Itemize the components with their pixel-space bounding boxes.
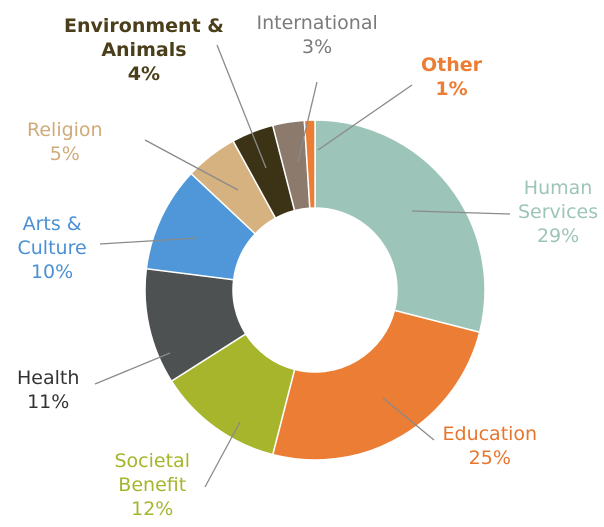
slice-label-religion: Religion 5% bbox=[27, 118, 103, 166]
slice-value-text: 29% bbox=[536, 225, 580, 247]
slice-label-text: Arts & bbox=[22, 213, 82, 235]
slice-value-text: 4% bbox=[127, 63, 161, 85]
slice-human-services bbox=[314, 119, 486, 334]
leader-line-education bbox=[382, 397, 435, 441]
slice-label-text: International bbox=[256, 12, 378, 34]
slice-label-arts-culture: Arts & Culture 10% bbox=[18, 212, 87, 284]
slice-value-text: 1% bbox=[435, 78, 468, 100]
leader-line-societal-benefit bbox=[204, 421, 241, 488]
slice-label-text: Other bbox=[421, 54, 483, 76]
slice-label-text: Human bbox=[523, 177, 593, 199]
slice-label-text: Culture bbox=[17, 237, 87, 259]
slice-label-health: Health 11% bbox=[17, 366, 79, 414]
leader-line-religion bbox=[144, 139, 239, 191]
slice-label-environment-animals: Environment & Animals 4% bbox=[64, 14, 224, 86]
leader-lines-layer bbox=[94, 44, 511, 488]
slice-label-international: International 3% bbox=[257, 11, 378, 59]
slices-layer bbox=[144, 119, 486, 461]
leader-line-other bbox=[317, 84, 413, 151]
slice-value-text: 3% bbox=[302, 36, 333, 58]
leader-line-international bbox=[297, 81, 318, 163]
slice-education bbox=[271, 309, 481, 461]
slice-value-text: 12% bbox=[131, 498, 174, 520]
leader-line-health bbox=[94, 352, 171, 385]
slice-value-text: 25% bbox=[468, 447, 511, 469]
slice-value-text: 10% bbox=[30, 261, 74, 283]
slice-label-text: Health bbox=[17, 367, 80, 389]
slice-label-text: Societal bbox=[114, 450, 190, 472]
slice-label-text: Animals bbox=[101, 39, 187, 61]
leader-line-environment-animals bbox=[216, 44, 267, 169]
slice-label-societal-benefit: Societal Benefit 12% bbox=[115, 449, 190, 521]
slice-label-text: Services bbox=[518, 201, 599, 223]
slice-label-text: Education bbox=[442, 423, 538, 445]
leader-line-human-services bbox=[411, 210, 511, 215]
slice-value-text: 11% bbox=[27, 391, 70, 413]
slice-label-other: Other 1% bbox=[421, 53, 482, 101]
slice-label-human-services: Human Services 29% bbox=[518, 176, 598, 248]
slice-label-education: Education 25% bbox=[443, 422, 538, 470]
slice-label-text: Religion bbox=[27, 119, 103, 141]
slice-value-text: 5% bbox=[49, 143, 80, 165]
slice-label-text: Environment & bbox=[64, 15, 224, 37]
leader-line-arts-culture bbox=[99, 237, 199, 245]
slice-label-text: Benefit bbox=[118, 474, 187, 496]
